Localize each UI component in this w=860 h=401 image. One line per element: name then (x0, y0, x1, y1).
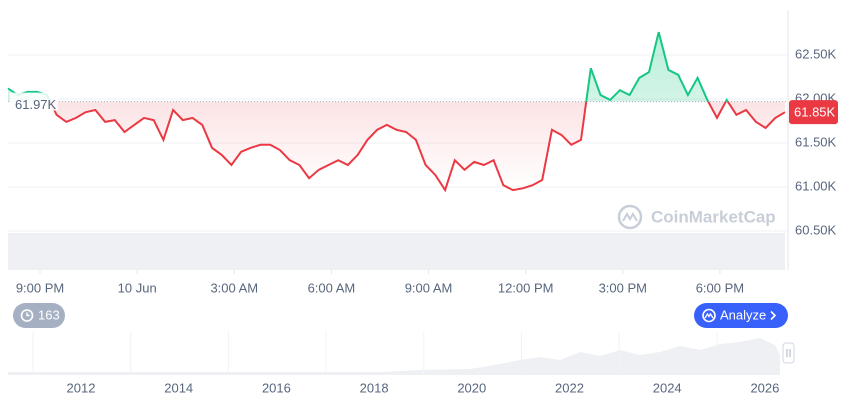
navigator-handle[interactable] (782, 342, 795, 364)
x-tick-label: 10 Jun (118, 280, 157, 295)
history-badge[interactable]: 163 (13, 303, 65, 328)
last-price-label: 61.85K (794, 105, 836, 120)
watermark-text: CoinMarketCap (651, 207, 776, 226)
history-count: 163 (38, 307, 60, 322)
navigator-year: 2022 (555, 380, 584, 395)
y-tick-label: 62.50K (795, 46, 837, 61)
x-tick-label: 9:00 PM (16, 280, 64, 295)
volume-band (8, 233, 785, 270)
x-tick-label: 6:00 AM (308, 280, 356, 295)
navigator-year: 2014 (164, 380, 193, 395)
y-tick-label: 61.00K (795, 178, 837, 193)
navigator-year: 2016 (262, 380, 291, 395)
analyze-label: Analyze (720, 307, 766, 322)
navigator-year: 2012 (67, 380, 96, 395)
price-line-down (49, 101, 786, 193)
navigator (8, 338, 795, 375)
area-above (8, 32, 728, 102)
navigator-year: 2018 (360, 380, 389, 395)
area-below (8, 101, 785, 191)
x-tick-label: 12:00 PM (498, 280, 554, 295)
x-tick-label: 9:00 AM (405, 280, 453, 295)
y-tick-label: 61.50K (795, 134, 837, 149)
baseline-label: 61.97K (15, 97, 57, 112)
x-tick-label: 6:00 PM (696, 280, 744, 295)
navigator-area (8, 338, 780, 375)
baseline-label-bg (10, 92, 58, 111)
last-price-box (789, 100, 838, 125)
y-tick-label: 60.50K (795, 222, 837, 237)
navigator-year: 2020 (457, 380, 486, 395)
x-tick-label: 3:00 AM (210, 280, 258, 295)
navigator-year: 2024 (653, 380, 682, 395)
watermark: CoinMarketCap (617, 204, 776, 230)
analyze-button[interactable]: Analyze (694, 303, 788, 328)
x-tick-label: 3:00 PM (599, 280, 647, 295)
navigator-year: 2026 (750, 380, 779, 395)
price-line-up (7, 31, 730, 102)
